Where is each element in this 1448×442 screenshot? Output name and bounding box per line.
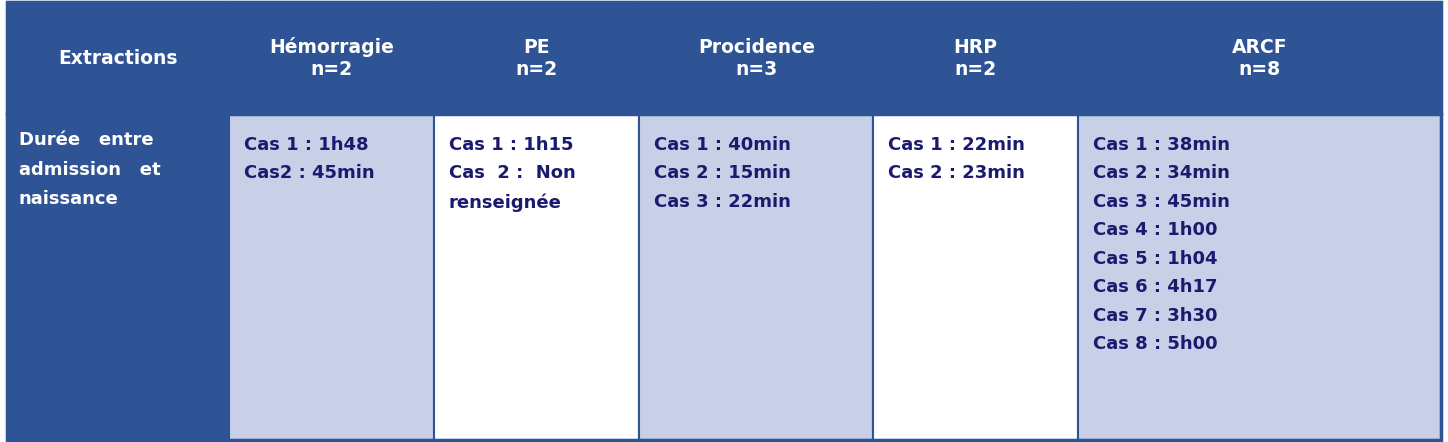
Text: Cas 1 : 38min
Cas 2 : 34min
Cas 3 : 45min
Cas 4 : 1h00
Cas 5 : 1h04
Cas 6 : 4h17: Cas 1 : 38min Cas 2 : 34min Cas 3 : 45mi…	[1093, 136, 1229, 354]
Text: PE
n=2: PE n=2	[515, 38, 557, 79]
FancyBboxPatch shape	[7, 2, 229, 114]
Text: Extractions: Extractions	[58, 49, 178, 68]
Text: HRP
n=2: HRP n=2	[954, 38, 998, 79]
Text: Cas 1 : 1h15
Cas  2 :  Non
renseignée: Cas 1 : 1h15 Cas 2 : Non renseignée	[449, 136, 576, 212]
Text: Cas 1 : 1h48
Cas2 : 45min: Cas 1 : 1h48 Cas2 : 45min	[243, 136, 375, 183]
Text: Cas 1 : 22min
Cas 2 : 23min: Cas 1 : 22min Cas 2 : 23min	[888, 136, 1024, 183]
FancyBboxPatch shape	[640, 2, 873, 114]
FancyBboxPatch shape	[1079, 114, 1441, 440]
FancyBboxPatch shape	[873, 114, 1079, 440]
FancyBboxPatch shape	[229, 114, 434, 440]
FancyBboxPatch shape	[434, 2, 640, 114]
Text: ARCF
n=8: ARCF n=8	[1232, 38, 1287, 79]
Text: Cas 1 : 40min
Cas 2 : 15min
Cas 3 : 22min: Cas 1 : 40min Cas 2 : 15min Cas 3 : 22mi…	[654, 136, 791, 211]
FancyBboxPatch shape	[434, 114, 640, 440]
FancyBboxPatch shape	[873, 2, 1079, 114]
FancyBboxPatch shape	[1079, 2, 1441, 114]
FancyBboxPatch shape	[640, 114, 873, 440]
Text: Procidence
n=3: Procidence n=3	[698, 38, 815, 79]
Text: Durée   entre
admission   et
naissance: Durée entre admission et naissance	[19, 131, 161, 208]
FancyBboxPatch shape	[7, 114, 229, 440]
Text: Hémorragie
n=2: Hémorragie n=2	[269, 37, 394, 79]
FancyBboxPatch shape	[229, 2, 434, 114]
